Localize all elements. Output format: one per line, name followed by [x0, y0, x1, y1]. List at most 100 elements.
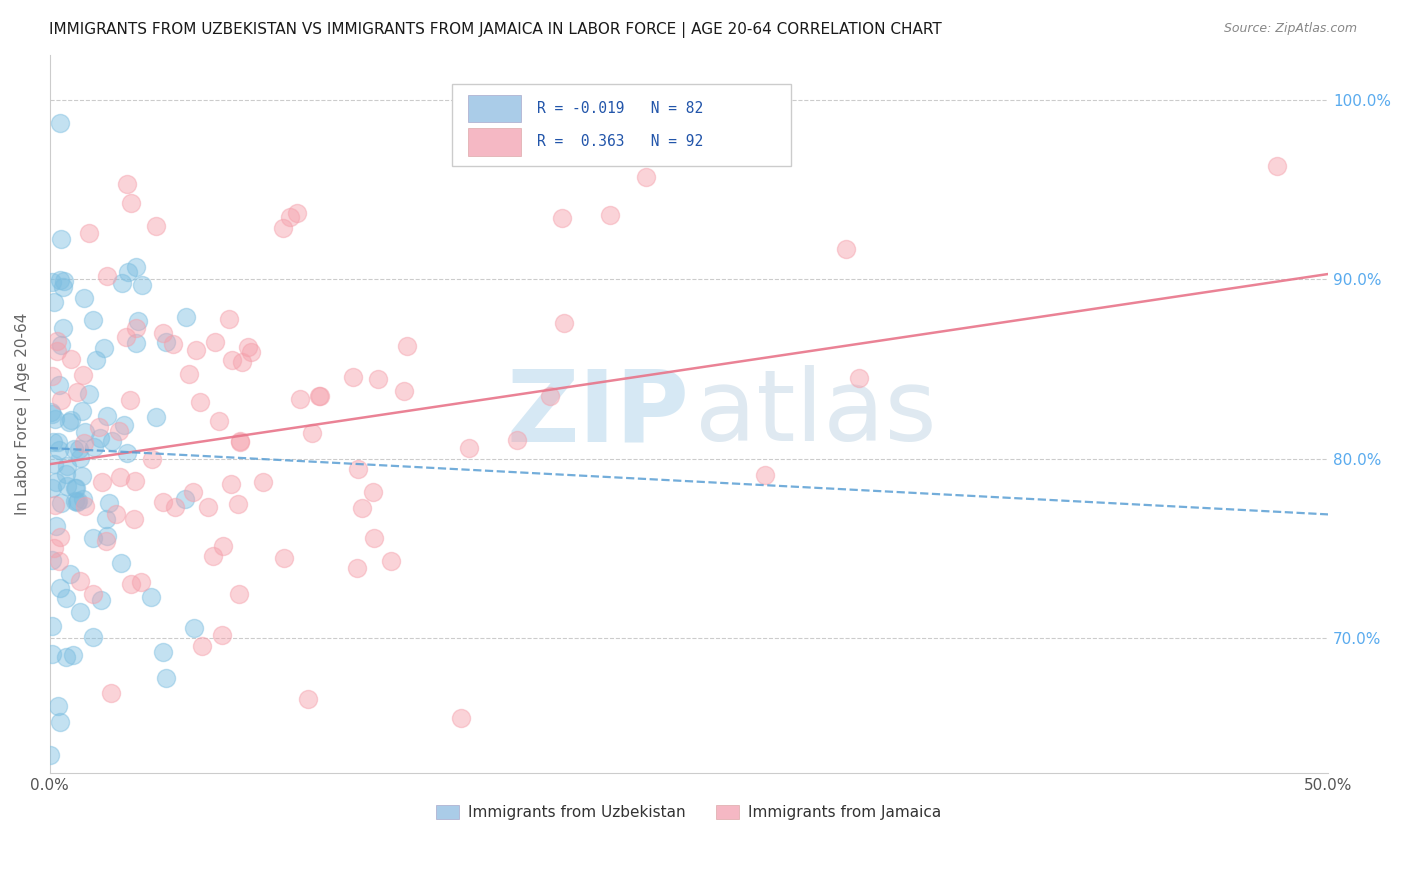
Text: atlas: atlas [696, 366, 936, 462]
Point [221, 353, 243, 368]
Text: ZIP: ZIP [506, 366, 689, 462]
Point [173, 491, 195, 506]
Point [66, 385, 89, 400]
Point [73, 292, 96, 306]
Point [115, 178, 138, 192]
Point [120, 393, 142, 408]
Point [152, 495, 174, 509]
Point [73, 499, 96, 513]
Point [52, 279, 75, 293]
Point [41, 435, 63, 450]
Point [184, 343, 207, 357]
Point [48, 443, 70, 458]
Point [115, 446, 138, 460]
Point [77, 387, 100, 401]
Point [848, 371, 870, 385]
Point [155, 335, 177, 350]
Point [110, 556, 132, 570]
Point [218, 311, 240, 326]
Point [120, 195, 142, 210]
Point [112, 417, 135, 432]
Point [49, 581, 72, 595]
Point [72, 468, 94, 483]
Point [59, 412, 82, 426]
Point [152, 645, 174, 659]
Point [212, 539, 235, 553]
Point [44, 412, 66, 426]
Point [55, 650, 77, 665]
Text: R = -0.019   N = 82: R = -0.019 N = 82 [537, 101, 703, 116]
Point [84, 353, 107, 368]
Point [139, 590, 162, 604]
Point [104, 508, 127, 522]
Point [59, 566, 82, 581]
Point [49, 530, 72, 544]
Point [131, 277, 153, 292]
Text: IMMIGRANTS FROM UZBEKISTAN VS IMMIGRANTS FROM JAMAICA IN LABOR FORCE | AGE 20-64: IMMIGRANTS FROM UZBEKISTAN VS IMMIGRANTS… [49, 22, 942, 38]
Point [181, 484, 204, 499]
Point [96, 409, 118, 423]
Point [538, 389, 561, 403]
Text: R =  0.363   N = 92: R = 0.363 N = 92 [537, 135, 703, 150]
Point [83, 440, 105, 454]
Point [346, 462, 368, 476]
Point [41, 481, 63, 495]
Point [219, 477, 242, 491]
Point [239, 345, 262, 359]
Point [44, 498, 66, 512]
Point [271, 220, 294, 235]
Point [59, 352, 82, 367]
Point [72, 368, 94, 382]
Point [41, 407, 63, 421]
Point [1265, 159, 1288, 173]
Point [82, 630, 104, 644]
Point [55, 591, 77, 606]
Point [49, 496, 72, 510]
Point [82, 313, 104, 327]
Point [231, 355, 253, 369]
Point [62, 648, 84, 662]
Point [396, 339, 419, 353]
Point [285, 206, 308, 220]
FancyBboxPatch shape [468, 95, 522, 122]
Point [94, 511, 117, 525]
Point [162, 336, 184, 351]
Point [636, 170, 658, 185]
Point [41, 618, 63, 632]
Point [117, 265, 139, 279]
Point [308, 389, 330, 403]
Point [45, 475, 67, 489]
Point [77, 226, 100, 240]
Point [174, 310, 197, 325]
Point [72, 436, 94, 450]
Point [69, 605, 91, 619]
Point [48, 554, 70, 568]
Point [273, 551, 295, 566]
Point [49, 232, 72, 246]
Point [183, 621, 205, 635]
Point [204, 334, 226, 349]
Point [70, 404, 93, 418]
Point [52, 274, 75, 288]
Y-axis label: In Labor Force | Age 20-64: In Labor Force | Age 20-64 [15, 313, 31, 515]
Point [100, 434, 122, 449]
Point [56, 479, 79, 493]
Point [125, 336, 148, 351]
Point [107, 424, 129, 438]
Point [188, 395, 211, 409]
Point [458, 442, 481, 456]
Point [363, 485, 385, 500]
Point [90, 475, 112, 489]
Point [124, 321, 146, 335]
Point [308, 389, 330, 403]
Point [165, 500, 187, 515]
Point [363, 531, 385, 545]
Point [49, 115, 72, 129]
Point [72, 491, 94, 506]
Point [211, 628, 233, 642]
Point [44, 295, 66, 310]
Point [75, 425, 97, 440]
Point [63, 493, 86, 508]
Point [52, 321, 75, 335]
Point [93, 341, 115, 355]
